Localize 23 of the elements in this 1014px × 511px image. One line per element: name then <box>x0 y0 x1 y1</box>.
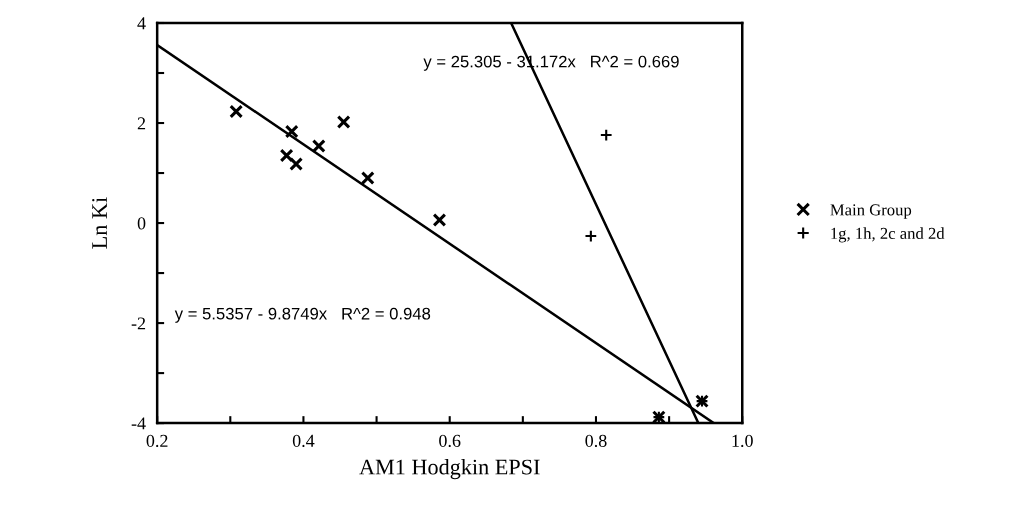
point <box>336 115 351 129</box>
x-tick-label: 0.8 <box>585 434 607 447</box>
point <box>311 139 326 153</box>
annotation: y = 5.5357 - 9.8749x R^2 = 0.948 <box>174 307 431 323</box>
y-tick-label: 0 <box>137 217 146 230</box>
x-tick-label: 0.4 <box>292 434 315 447</box>
y-tick-label: -2 <box>131 317 146 330</box>
point <box>360 171 375 185</box>
point <box>289 157 304 171</box>
x-axis-title: AM1 Hodgkin EPSI <box>359 458 540 480</box>
point <box>279 148 294 163</box>
point <box>229 104 244 119</box>
point <box>432 213 447 227</box>
y-tick-label: -4 <box>131 417 146 430</box>
point <box>284 124 299 139</box>
y-axis-title: Ln Ki <box>92 197 107 249</box>
x-tick-label: 1.0 <box>732 434 753 447</box>
x-tick-label: 0.6 <box>439 434 461 447</box>
legend-label: Main Group <box>830 204 912 219</box>
x-tick-label: 0.2 <box>146 434 168 447</box>
y-tick-label: 2 <box>137 117 146 130</box>
y-tick-label: 4 <box>137 17 146 30</box>
legend-label: 1g, 1h, 2c and 2d <box>831 227 945 243</box>
